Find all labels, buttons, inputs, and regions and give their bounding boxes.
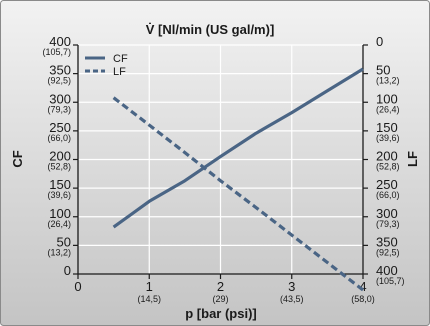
x-axis-label: p [bar (psi)]	[185, 306, 257, 321]
y-axis-right-label: LF	[405, 151, 420, 167]
y-left-tick-label: 50	[57, 234, 71, 249]
y-right-tick-label: 250	[376, 177, 398, 192]
y-left-tick-label: 100	[49, 206, 71, 221]
legend-label-lf: LF	[113, 66, 126, 78]
y-right-tick-sublabel: (13,2)	[376, 76, 400, 86]
legend-label-cf: CF	[113, 53, 128, 65]
y-left-tick-label: 400	[49, 34, 71, 49]
y-right-tick-label: 350	[376, 234, 398, 249]
series-line-cf	[112, 67, 364, 229]
y-right-tick-label: 300	[376, 206, 398, 221]
y-right-tick-sublabel: (79,3)	[376, 219, 400, 229]
y-left-tick-sublabel: (13,2)	[47, 247, 71, 257]
tick-labels: 0 1(14,5)2(29)3(43,5)4(58,0)400(105,7)350…	[42, 34, 404, 304]
y-right-tick-label: 100	[376, 91, 398, 106]
x-tick-sublabel: (58,0)	[351, 294, 375, 304]
y-left-tick-label: 350	[49, 63, 71, 78]
x-tick-label: 1	[146, 279, 153, 294]
x-tick-label: 0	[74, 279, 81, 294]
y-left-tick-sublabel: (66,0)	[47, 133, 71, 143]
y-right-tick-label: 50	[376, 63, 390, 78]
y-left-tick-sublabel: (92,5)	[47, 76, 71, 86]
y-right-tick-sublabel: (52,8)	[376, 162, 400, 172]
x-tick-sublabel: (29)	[212, 294, 228, 304]
y-left-tick-sublabel: (79,3)	[47, 104, 71, 114]
y-right-tick-label: 400	[376, 263, 398, 278]
y-right-tick-sublabel: (66,0)	[376, 190, 400, 200]
x-tick-label: 2	[217, 279, 224, 294]
y-right-tick-sublabel: (92,5)	[376, 247, 400, 257]
x-tick-sublabel: (14,5)	[137, 294, 161, 304]
y-right-tick-label: 150	[376, 120, 398, 135]
y-left-tick-sublabel: (105,7)	[42, 47, 71, 57]
y-right-tick-label: 0	[376, 34, 383, 49]
y-left-tick-sublabel: (52,8)	[47, 162, 71, 172]
y-left-tick-label: 300	[49, 91, 71, 106]
series-line-lf	[112, 96, 364, 292]
y-left-tick-sublabel: (39,6)	[47, 190, 71, 200]
y-right-tick-sublabel: (105,7)	[376, 276, 405, 286]
y-right-tick-sublabel: (26,4)	[376, 104, 400, 114]
y-axis-left-label: CF	[10, 150, 25, 167]
series-lines	[112, 67, 364, 292]
chart-title: V̇ [Nl/min (US gal/m)]	[146, 22, 275, 37]
y-left-tick-label: 0	[64, 263, 71, 278]
y-left-tick-sublabel: (26,4)	[47, 219, 71, 229]
x-tick-sublabel: (43,5)	[280, 294, 304, 304]
y-left-tick-label: 200	[49, 149, 71, 164]
axes	[73, 44, 368, 279]
y-left-tick-label: 250	[49, 120, 71, 135]
y-right-tick-label: 200	[376, 149, 398, 164]
y-right-tick-sublabel: (39,6)	[376, 133, 400, 143]
y-left-tick-label: 150	[49, 177, 71, 192]
x-tick-label: 3	[288, 279, 295, 294]
x-tick-label: 4	[359, 279, 366, 294]
